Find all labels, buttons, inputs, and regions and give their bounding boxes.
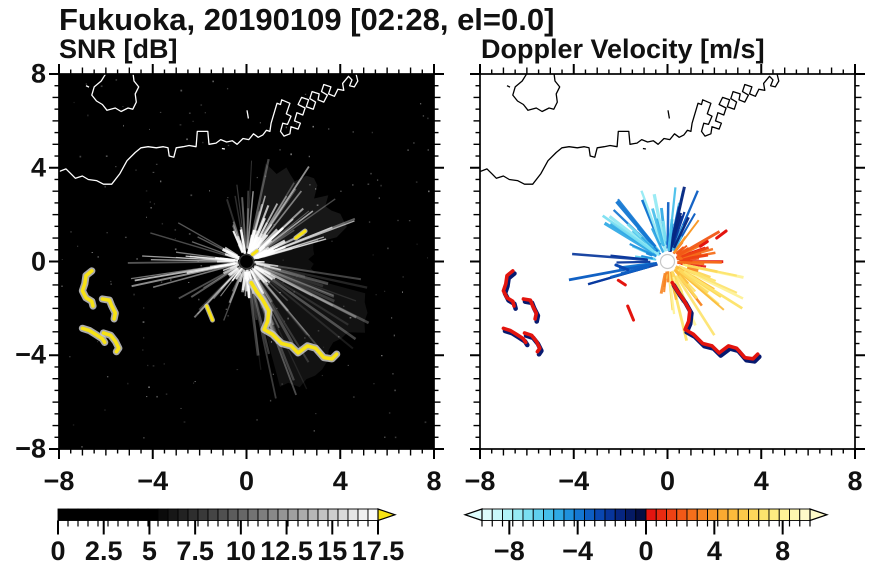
snr-ppi-plot <box>49 64 444 459</box>
vel-radar-center <box>659 253 676 270</box>
snr-x-tick-label: −8 <box>43 466 75 496</box>
snr-data-layer <box>59 74 430 448</box>
colorbar-tick-label: 0 <box>638 536 654 566</box>
vel-x-tick-label: −8 <box>464 466 496 496</box>
snr-x-tick-label: 4 <box>332 466 348 496</box>
colorbar-tick-label: 7.5 <box>176 536 214 566</box>
snr-colorbar <box>57 508 397 535</box>
colorbar-tick-label: 2.5 <box>84 536 123 566</box>
y-tick-label: 0 <box>30 246 46 276</box>
y-tick-label: 8 <box>30 58 46 89</box>
colorbar-tick-label: 4 <box>706 536 722 566</box>
vel-coastline <box>480 74 780 185</box>
vel-data-layer <box>480 74 780 364</box>
y-tick-label: −4 <box>15 339 46 370</box>
colorbar-tick-label: 5 <box>141 536 157 566</box>
velocity-ppi-plot <box>470 64 865 459</box>
colorbar-tick-label: 15 <box>317 536 348 566</box>
colorbar-tick-label: 12.5 <box>260 536 313 566</box>
y-tick-label: −8 <box>15 433 46 464</box>
snr-noise-layer <box>61 79 430 448</box>
colorbar-tick-label: −8 <box>493 536 525 566</box>
snr-x-tick-label: −4 <box>137 466 169 496</box>
vel-x-tick-label: 8 <box>847 466 863 496</box>
y-tick-label: 4 <box>30 152 46 183</box>
colorbar-tick-label: 17.5 <box>351 536 405 566</box>
figure-title: Fukuoka, 20190109 [02:28, el=0.0] <box>59 2 555 37</box>
colorbar-tick-label: 10 <box>225 536 256 566</box>
velocity-colorbar <box>463 508 829 535</box>
snr-coastline <box>59 74 359 185</box>
velocity-panel-title: Doppler Velocity [m/s] <box>481 34 765 64</box>
vel-x-tick-label: 4 <box>753 466 769 496</box>
snr-panel-title: SNR [dB] <box>59 34 178 64</box>
snr-echo-squiggles <box>78 228 341 363</box>
vel-beams-layer <box>568 186 744 342</box>
vel-echo-squiggles <box>501 229 762 364</box>
snr-axes-frame <box>49 64 444 459</box>
snr-x-tick-label: 0 <box>238 466 255 496</box>
colorbar-tick-label: −4 <box>562 536 594 566</box>
snr-radar-center <box>238 253 255 270</box>
vel-axes-frame <box>470 64 865 459</box>
colorbar-tick-label: 8 <box>775 536 791 566</box>
colorbar-tick-label: 0 <box>50 536 66 566</box>
vel-x-tick-label: 0 <box>659 466 676 496</box>
snr-x-tick-label: 8 <box>426 466 442 496</box>
vel-x-tick-label: −4 <box>558 466 590 496</box>
